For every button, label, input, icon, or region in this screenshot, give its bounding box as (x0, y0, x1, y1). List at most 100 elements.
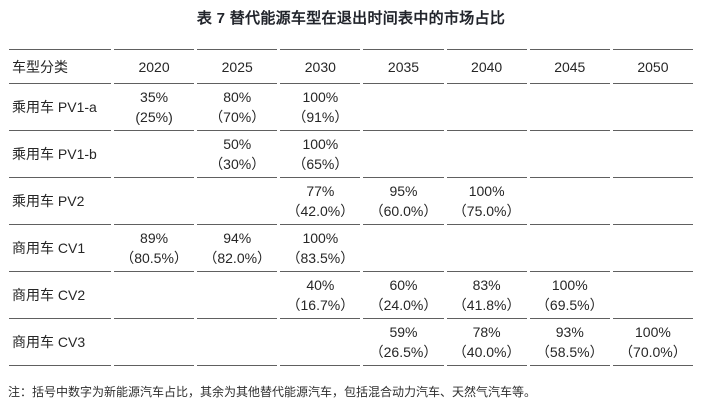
share-nev: （80.5%） (120, 250, 188, 266)
row-label: 乘用车 PV1-a (9, 84, 111, 131)
data-cell (363, 131, 444, 178)
share-nev: （26.5%） (369, 344, 438, 360)
data-cell: 100% （75.0%） (446, 178, 527, 225)
share-total: 100% (302, 136, 339, 152)
table-body: 乘用车 PV1-a 35% (25%) 80% （70%） 100% （91%） 乘用车 PV… (9, 84, 693, 366)
table-row: 商用车 CV3 59% （26.5%） 78% （40.0%） 93% （58.5%） 100… (9, 319, 693, 366)
share-nev: （40.0%） (452, 344, 521, 360)
share-nev: （65%） (292, 156, 349, 172)
share-nev: （58.5%） (535, 344, 604, 360)
data-cell: 78% （40.0%） (446, 319, 527, 366)
share-nev: （75.0%） (452, 203, 521, 219)
data-cell (529, 225, 610, 272)
data-cell (612, 225, 693, 272)
share-nev: （30%） (209, 156, 266, 172)
share-nev: （70%） (209, 109, 266, 125)
col-header-year-2045: 2045 (529, 49, 610, 84)
row-label: 乘用车 PV2 (9, 178, 111, 225)
data-cell (612, 178, 693, 225)
share-total: 59% (389, 324, 418, 340)
data-cell: 60% （24.0%） (363, 272, 444, 319)
table-row: 乘用车 PV2 77% （42.0%） 95% （60.0%） 100% （75.0%） (9, 178, 693, 225)
data-cell (114, 178, 195, 225)
col-header-year-2020: 2020 (114, 49, 195, 84)
data-cell (363, 225, 444, 272)
share-total: 100% (302, 230, 339, 246)
data-cell: 100% （69.5%） (529, 272, 610, 319)
row-label: 商用车 CV2 (9, 272, 111, 319)
data-cell: 83% （41.8%） (446, 272, 527, 319)
share-total: 80% (223, 89, 252, 105)
data-cell: 59% （26.5%） (363, 319, 444, 366)
data-cell (114, 319, 195, 366)
share-total: 95% (389, 183, 418, 199)
data-cell: 89% （80.5%） (114, 225, 195, 272)
market-share-table: 车型分类 2020 2025 2030 2035 2040 2045 2050 乘用车 PV1… (6, 49, 696, 366)
data-cell: 95% （60.0%） (363, 178, 444, 225)
data-cell: 93% （58.5%） (529, 319, 610, 366)
row-label: 商用车 CV3 (9, 319, 111, 366)
col-header-year-2050: 2050 (612, 49, 693, 84)
share-total: 83% (472, 277, 501, 293)
share-nev: （60.0%） (369, 203, 438, 219)
table-row: 乘用车 PV1-a 35% (25%) 80% （70%） 100% （91%） (9, 84, 693, 131)
data-cell (529, 178, 610, 225)
share-total: 50% (223, 136, 252, 152)
header-row: 车型分类 2020 2025 2030 2035 2040 2045 2050 (9, 49, 693, 84)
share-nev: (25%) (135, 109, 173, 125)
share-nev: （70.0%） (619, 344, 687, 360)
share-total: 40% (306, 277, 335, 293)
share-total: 78% (472, 324, 501, 340)
col-header-year-2025: 2025 (197, 49, 278, 84)
share-nev: （16.7%） (286, 297, 355, 313)
table-title: 表 7 替代能源车型在退出时间表中的市场占比 (196, 10, 506, 27)
data-cell (612, 131, 693, 178)
share-nev: （83.5%） (286, 250, 355, 266)
table-row: 商用车 CV2 40% （16.7%） 60% （24.0%） 83% （41.8%） 100… (9, 272, 693, 319)
data-cell: 100% （91%） (280, 84, 361, 131)
share-total: 100% (302, 89, 339, 105)
data-cell: 40% （16.7%） (280, 272, 361, 319)
row-label: 乘用车 PV1-b (9, 131, 111, 178)
data-cell (446, 84, 527, 131)
col-header-category: 车型分类 (9, 49, 111, 84)
share-total: 100% (635, 324, 671, 340)
data-cell: 100% （83.5%） (280, 225, 361, 272)
data-cell (612, 84, 693, 131)
data-cell (529, 131, 610, 178)
data-cell: 50% （30%） (197, 131, 278, 178)
share-nev: （24.0%） (369, 297, 438, 313)
share-total: 35% (140, 89, 169, 105)
data-cell: 80% （70%） (197, 84, 278, 131)
data-cell (197, 319, 278, 366)
share-total: 89% (140, 230, 169, 246)
data-cell (114, 131, 195, 178)
col-header-year-2040: 2040 (446, 49, 527, 84)
data-cell (363, 84, 444, 131)
share-nev: （42.0%） (286, 203, 355, 219)
data-cell (529, 84, 610, 131)
share-nev: （82.0%） (203, 250, 272, 266)
share-total: 100% (551, 277, 588, 293)
data-cell (612, 272, 693, 319)
share-total: 100% (468, 183, 505, 199)
share-total: 77% (306, 183, 335, 199)
share-total: 94% (223, 230, 252, 246)
data-cell: 94% （82.0%） (197, 225, 278, 272)
data-cell (446, 131, 527, 178)
data-cell (446, 225, 527, 272)
data-cell: 100% （70.0%） (612, 319, 693, 366)
data-cell: 100% （65%） (280, 131, 361, 178)
data-cell: 35% (25%) (114, 84, 195, 131)
data-cell (197, 272, 278, 319)
data-cell: 77% （42.0%） (280, 178, 361, 225)
table-row: 商用车 CV1 89% （80.5%） 94% （82.0%） 100% （83.5%） (9, 225, 693, 272)
table-row: 乘用车 PV1-b 50% （30%） 100% （65%） (9, 131, 693, 178)
share-nev: （91%） (292, 109, 349, 125)
col-header-year-2030: 2030 (280, 49, 361, 84)
share-total: 60% (389, 277, 418, 293)
footnote: 注：括号中数字为新能源汽车占比，其余为其他替代能源汽车，包括混合动力汽车、天然气… (8, 385, 537, 399)
row-label: 商用车 CV1 (9, 225, 111, 272)
data-cell (280, 319, 361, 366)
